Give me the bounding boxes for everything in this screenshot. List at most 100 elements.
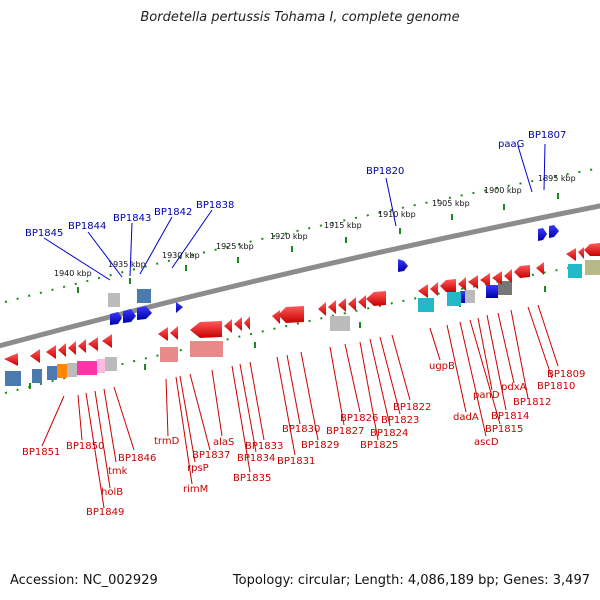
gene-label: BP1830 — [282, 424, 320, 435]
gene-arrow — [440, 279, 456, 292]
genome-summary-text: Topology: circular; Length: 4,086,189 bp… — [232, 573, 590, 588]
gene-arrow — [78, 339, 86, 353]
gene-arrow — [480, 273, 490, 287]
scale-label: 1900 kbp — [484, 186, 522, 195]
scale-label: 1905 kbp — [432, 199, 470, 208]
gene-arrow — [584, 243, 600, 256]
gene-label: BP1843 — [113, 213, 151, 224]
gene-arrow — [536, 262, 544, 275]
gene-arrow — [234, 317, 242, 331]
top-leader-lines — [43, 143, 546, 281]
gene-label: BP1831 — [277, 456, 315, 467]
gene-label: alaS — [213, 437, 234, 448]
gene-arrow — [348, 297, 356, 311]
gene-arrow — [578, 247, 584, 259]
gene-arrow — [358, 295, 366, 309]
scale-label: 1895 kbp — [538, 174, 576, 183]
gene-arrow — [58, 343, 66, 357]
gene-label: BP1829 — [301, 440, 339, 451]
gene-label: tmk — [108, 466, 128, 477]
gene-label: BP1810 — [537, 381, 575, 392]
bottom-leader-lines — [41, 304, 559, 509]
gene-arrow — [538, 228, 547, 241]
gene-label: BP1844 — [68, 221, 106, 232]
map-title: Bordetella pertussis Tohama I, complete … — [140, 10, 460, 25]
gene-arrow — [176, 302, 183, 313]
scale-label: 1920 kbp — [270, 232, 308, 241]
gene-arrow — [504, 269, 512, 283]
gene-label: BP1814 — [491, 411, 529, 422]
gene-arrow — [549, 225, 559, 238]
gene-label: BP1851 — [22, 447, 60, 458]
gene-label: BP1842 — [154, 207, 192, 218]
gene-label: ugpB — [429, 361, 455, 372]
gene-label: trmD — [154, 436, 180, 447]
gene-arrow — [244, 316, 250, 330]
scale-label: 1940 kbp — [54, 269, 92, 278]
gene-arrow — [272, 310, 280, 324]
gene-label: BP1835 — [233, 473, 271, 484]
gene-arrow — [328, 300, 336, 314]
gene-arrow — [170, 326, 178, 340]
gene-arrow — [110, 312, 122, 325]
gene-label: paaG — [498, 139, 524, 150]
gene-label: BP1827 — [326, 426, 364, 437]
genome-backbone — [0, 203, 600, 349]
gene-arrow — [398, 259, 408, 272]
gene-label: holB — [101, 487, 123, 498]
gene-arrow — [224, 319, 232, 333]
gene-label: BP1815 — [485, 424, 523, 435]
scale-label: 1910 kbp — [378, 210, 416, 219]
gene-label: rimM — [183, 484, 208, 495]
forward-genes — [110, 225, 559, 325]
scale-label: 1915 kbp — [324, 221, 362, 230]
gene-label: ascD — [474, 437, 499, 448]
gene-arrow — [123, 309, 136, 323]
gene-label: BP1812 — [513, 397, 551, 408]
scale-label: 1935 kbp — [108, 260, 146, 269]
gene-box — [486, 285, 498, 298]
gene-arrow — [418, 284, 428, 298]
gene-label: BP1826 — [340, 413, 378, 424]
gene-arrow — [492, 271, 502, 285]
gene-label: BP1807 — [528, 130, 566, 141]
gene-arrow — [430, 282, 438, 296]
gene-label: BP1809 — [547, 369, 585, 380]
gene-label: BP1823 — [381, 415, 419, 426]
gene-label: BP1822 — [393, 402, 431, 413]
gene-arrow — [190, 321, 222, 338]
scale-label: 1925 kbp — [216, 242, 254, 251]
gene-label: BP1846 — [118, 453, 156, 464]
gene-label: BP1820 — [366, 166, 404, 177]
gene-arrow — [338, 298, 346, 312]
gene-arrow — [68, 341, 76, 355]
gene-label: pdxA — [501, 382, 527, 393]
gene-arrow — [366, 291, 386, 306]
gene-arrow — [278, 306, 304, 323]
gene-label: panD — [473, 390, 500, 401]
gene-arrow — [30, 349, 40, 363]
top-gene-labels: BP1807 paaG BP1820 BP1838 BP1842 BP1843 … — [25, 130, 566, 239]
gene-arrow — [102, 334, 112, 348]
gene-arrow — [468, 275, 478, 289]
accession-text: Accession: NC_002929 — [10, 573, 158, 588]
gene-label: BP1849 — [86, 507, 124, 518]
gene-label: BP1833 — [245, 441, 283, 452]
gene-label: BP1825 — [360, 440, 398, 451]
gene-arrow — [88, 337, 98, 351]
reverse-genes — [4, 243, 600, 366]
gene-label: BP1837 — [192, 450, 230, 461]
gene-arrow — [158, 327, 168, 341]
bottom-gene-labels: BP1809 BP1810 BP1812 pdxA BP1814 panD BP… — [22, 361, 585, 518]
gene-label: BP1834 — [237, 453, 275, 464]
gene-label: dadA — [453, 412, 479, 423]
gene-arrow — [514, 265, 530, 278]
gene-label: BP1845 — [25, 228, 63, 239]
scale-track-forward — [4, 167, 600, 303]
gene-label: BP1850 — [66, 441, 104, 452]
gene-arrow — [137, 306, 152, 320]
gene-label: BP1824 — [370, 428, 408, 439]
gene-label: BP1838 — [196, 200, 234, 211]
feature-boxes — [5, 260, 600, 386]
